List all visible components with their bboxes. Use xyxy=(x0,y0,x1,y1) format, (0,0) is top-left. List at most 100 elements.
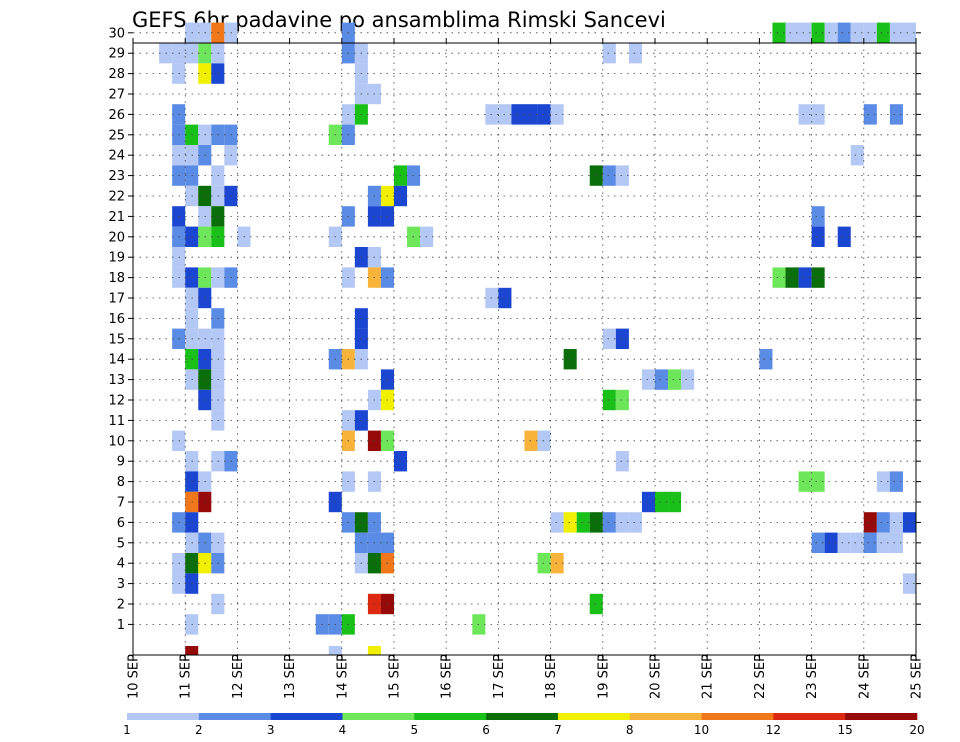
legend-swatch xyxy=(557,713,631,720)
legend-label: 5 xyxy=(410,723,418,737)
legend-label: 4 xyxy=(339,723,347,737)
precip-cell xyxy=(785,22,799,43)
y-tick-label: 17 xyxy=(108,292,125,307)
precip-cell xyxy=(563,349,577,370)
y-tick-label: 21 xyxy=(108,210,125,225)
legend-swatch xyxy=(198,713,271,720)
y-tick-label: 12 xyxy=(108,394,125,409)
x-tick-label: 18 SEP xyxy=(544,654,559,699)
x-tick-label: 13 SEP xyxy=(283,654,298,699)
x-tick-label: 11 SEP xyxy=(179,654,194,699)
precip-cell xyxy=(863,22,877,43)
precip-cell xyxy=(889,471,903,492)
precip-cell xyxy=(811,226,825,247)
precip-cell xyxy=(615,512,629,533)
precip-cell xyxy=(602,389,616,411)
precip-cell xyxy=(902,573,916,594)
y-tick-label: 5 xyxy=(117,536,125,551)
y-tick-label: 29 xyxy=(108,47,125,62)
legend-label: 2 xyxy=(195,723,203,737)
precip-cell xyxy=(837,22,851,43)
precip-cell xyxy=(902,22,916,43)
y-tick-label: 10 xyxy=(108,434,125,449)
precip-cell xyxy=(615,451,629,472)
precip-cell xyxy=(876,512,890,533)
precip-cell xyxy=(811,206,825,227)
precip-cell xyxy=(655,369,669,390)
precip-cell xyxy=(602,328,616,349)
precip-cell xyxy=(524,430,538,451)
precip-cell xyxy=(863,532,877,553)
precip-cell xyxy=(628,43,642,64)
precip-cell xyxy=(876,532,890,553)
precip-cell xyxy=(576,512,590,533)
precip-cell xyxy=(615,165,629,186)
precip-cell xyxy=(772,22,786,43)
y-tick-label: 19 xyxy=(108,251,125,266)
precip-cell xyxy=(772,267,786,288)
y-tick-label: 20 xyxy=(108,230,125,245)
y-tick-label: 18 xyxy=(108,271,125,286)
precip-cell xyxy=(550,512,564,533)
grid-lines xyxy=(133,32,916,655)
precip-cell xyxy=(550,553,564,574)
precip-cell xyxy=(668,369,682,390)
y-tick-label: 6 xyxy=(117,516,125,531)
y-tick-label: 25 xyxy=(108,128,125,143)
x-tick-label: 23 SEP xyxy=(805,654,820,699)
precip-cell xyxy=(889,104,903,125)
precip-cell xyxy=(628,512,642,533)
y-tick-label: 24 xyxy=(108,149,125,164)
y-tick-label: 30 xyxy=(108,26,125,41)
precip-cell xyxy=(889,22,903,43)
precip-cell xyxy=(824,22,838,43)
y-tick-label: 15 xyxy=(108,332,125,347)
y-tick-label: 27 xyxy=(108,88,125,103)
x-tick-label: 17 SEP xyxy=(492,654,507,699)
precip-cell xyxy=(811,532,825,553)
x-tick-label: 21 SEP xyxy=(701,654,716,699)
precip-cell xyxy=(641,491,655,513)
precip-cell xyxy=(641,369,655,390)
x-tick-label: 16 SEP xyxy=(440,654,455,699)
precip-cell xyxy=(602,512,616,533)
precip-cell xyxy=(850,22,864,43)
legend-label: 6 xyxy=(482,723,490,737)
precip-cell xyxy=(185,646,199,655)
plot-frame xyxy=(132,42,917,656)
legend-label: 20 xyxy=(909,723,924,737)
y-tick-label: 14 xyxy=(108,353,125,368)
legend-label: 15 xyxy=(838,723,853,737)
precip-cell xyxy=(589,593,603,615)
y-tick-label: 23 xyxy=(108,169,125,184)
precip-cell xyxy=(798,22,812,43)
x-axis: 10 SEP 11 SEP 12 SEP 13 SEP 14 SEP 15 SEP 16 S… xyxy=(127,38,925,699)
y-tick-label: 13 xyxy=(108,373,125,388)
y-tick-label: 11 xyxy=(108,414,125,429)
legend-label: 3 xyxy=(267,723,275,737)
precip-cell xyxy=(889,532,903,553)
precip-cell xyxy=(811,471,825,492)
y-tick-label: 1 xyxy=(117,618,125,633)
x-tick-label: 25 SEP xyxy=(910,654,925,699)
precip-cell xyxy=(681,369,695,390)
precip-cell xyxy=(615,328,629,349)
precip-cell xyxy=(863,104,877,125)
y-tick-label: 4 xyxy=(117,557,125,572)
y-tick-label: 22 xyxy=(108,190,125,205)
precip-cell xyxy=(615,389,629,411)
precip-cell xyxy=(602,165,616,186)
x-tick-label: 19 SEP xyxy=(596,654,611,699)
precip-cell xyxy=(824,532,838,553)
precip-cell xyxy=(811,267,825,288)
precip-cell xyxy=(811,22,825,43)
y-tick-label: 8 xyxy=(117,475,125,490)
precip-cell xyxy=(837,226,851,247)
legend-swatch xyxy=(629,713,702,720)
x-tick-label: 24 SEP xyxy=(857,654,872,699)
precip-cell xyxy=(863,512,877,533)
legend-label: 12 xyxy=(766,723,781,737)
legend-label: 10 xyxy=(694,723,709,737)
legend-swatch xyxy=(845,713,918,720)
